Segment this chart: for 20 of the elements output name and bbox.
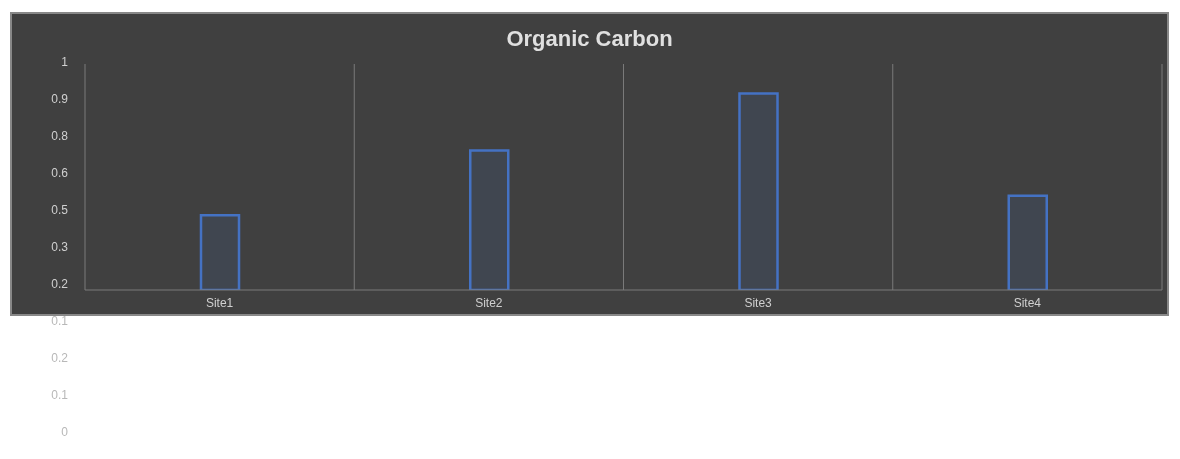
bar <box>469 149 510 290</box>
text: 0.1 <box>50 313 68 329</box>
x-tick-label: Site4 <box>1013 295 1042 310</box>
text: 0.2 <box>50 276 68 292</box>
chart-title: Organic Carbon <box>505 26 674 52</box>
x-tick-label: Site1 <box>205 295 234 310</box>
text: 0.8 <box>50 128 68 144</box>
text: 0.5 <box>50 202 68 218</box>
x-tick-label: Site2 <box>475 295 503 310</box>
bar <box>199 214 241 290</box>
text: 0.2 <box>50 350 68 366</box>
bar <box>738 92 779 290</box>
bar <box>1007 194 1048 290</box>
text: 0 <box>60 424 68 440</box>
text: 0.3 <box>50 239 68 255</box>
text: 1 <box>60 54 68 70</box>
text: 0.1 <box>50 387 68 403</box>
x-tick-label: Site3 <box>744 295 773 310</box>
text: 0.6 <box>50 165 68 181</box>
text: 0.9 <box>50 91 68 107</box>
